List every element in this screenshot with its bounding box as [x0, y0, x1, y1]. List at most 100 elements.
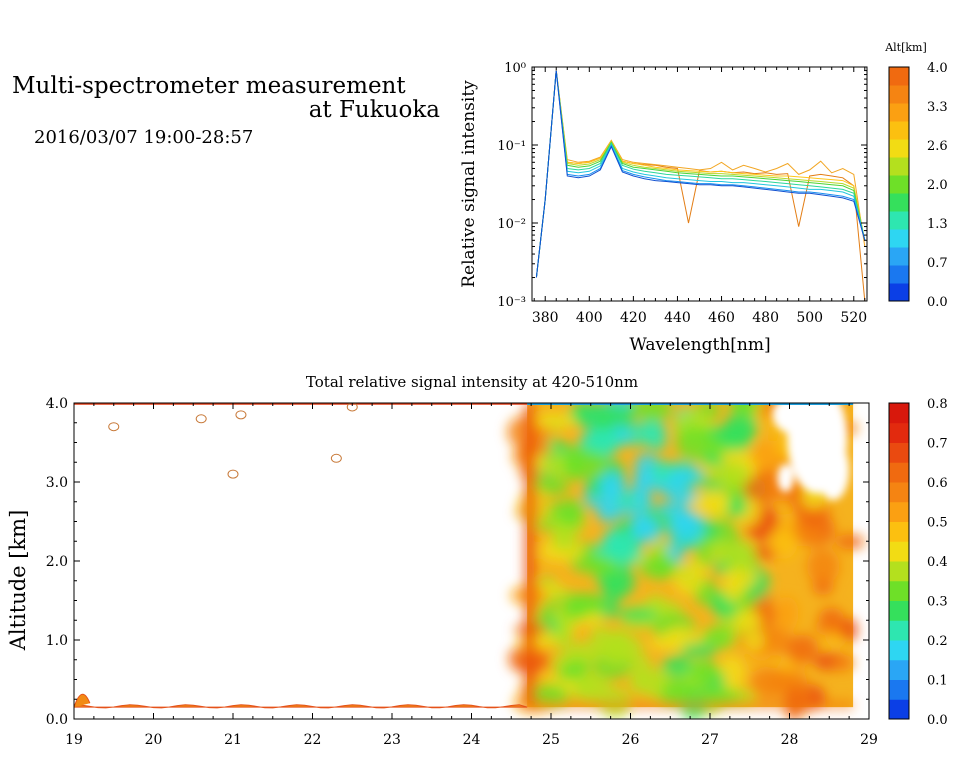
- spectrum-x-tick-label: 380: [532, 310, 559, 326]
- heatmap-cell: [680, 642, 717, 658]
- heatmap-cell: [731, 540, 755, 572]
- heatmap-cell: [532, 412, 576, 429]
- heatmap-x-tick-label: 23: [383, 732, 401, 748]
- heatmap-cell: [774, 596, 799, 631]
- spectrum-y-tick-label: 10⁻²: [497, 217, 526, 232]
- heatmap-edge: [527, 701, 854, 710]
- colorbar-swatch: [889, 640, 909, 661]
- heatmap-x-tick-label: 26: [622, 732, 640, 748]
- heatmap-cell: [832, 654, 854, 671]
- heatmap-chart: Total relative signal intensity at 420-5…: [6, 373, 878, 748]
- spectrum-series-group: [535, 69, 866, 301]
- colorbar-swatch: [889, 541, 909, 562]
- colorbar-swatch: [889, 247, 909, 266]
- spectrum-y-tick-label: 10⁰: [504, 61, 526, 76]
- title-line-2: at Fukuoka: [308, 97, 440, 123]
- heatmap-x-tick-label: 20: [145, 732, 163, 748]
- colorbar-swatch: [889, 85, 909, 104]
- heatmap-cell: [787, 634, 819, 663]
- heatmap-y-tick-label: 2.0: [46, 554, 68, 570]
- intensity-colorbar: 0.0 0.1 0.2 0.3 0.4 0.5 0.6 0.7 0.8: [888, 397, 948, 728]
- altitude-colorbar-title: Alt[km]: [884, 41, 927, 54]
- heatmap-field: [74, 403, 865, 719]
- heatmap-y-tick-label: 0.0: [46, 712, 68, 728]
- colorbar-tick-label: 0.4: [927, 555, 948, 570]
- heatmap-contour: [346, 403, 358, 412]
- heatmap-x-tick-label: 27: [701, 732, 719, 748]
- spectrum-chart: 380 400 420 440 460 480 500 520 10⁻³ 10⁻² 10⁻¹ 10⁰…: [459, 61, 868, 355]
- colorbar-swatch: [889, 422, 909, 443]
- heatmap-y-label: Altitude [km]: [6, 510, 30, 652]
- heatmap-cell: [690, 659, 720, 687]
- heatmap-y-tick-label: 3.0: [46, 475, 68, 491]
- spectrum-x-tick-label: 500: [796, 310, 823, 326]
- heatmap-cell: [564, 453, 585, 481]
- heatmap-cell: [819, 607, 844, 628]
- heatmap-cell: [600, 630, 632, 666]
- colorbar-tick-label: 0.8: [927, 397, 948, 412]
- title-line-1: Multi-spectrometer measurement: [12, 73, 406, 99]
- colorbar-swatch: [889, 699, 909, 720]
- spectrum-y-tick-label: 10⁻¹: [497, 139, 526, 154]
- time-range: 2016/03/07 19:00-28:57: [34, 127, 254, 148]
- spectrum-series-line: [535, 70, 866, 278]
- spectrum-series-line: [535, 69, 866, 301]
- colorbar-swatch: [889, 659, 909, 680]
- spectrum-x-label: Wavelength[nm]: [629, 335, 770, 355]
- heatmap-x-tick-label: 25: [542, 732, 560, 748]
- spectrum-series-line: [535, 70, 866, 278]
- heatmap-cell: [722, 575, 744, 603]
- heatmap-contour: [330, 453, 342, 463]
- heatmap-cell: [707, 540, 736, 564]
- heatmap-cell: [602, 530, 632, 549]
- colorbar-swatch: [889, 193, 909, 212]
- heatmap-x-tick-label: 21: [224, 732, 242, 748]
- heatmap-cell: [677, 510, 697, 532]
- heatmap-cell: [662, 655, 693, 678]
- colorbar-tick-label: 1.3: [927, 217, 948, 232]
- colorbar-tick-label: 0.5: [927, 516, 948, 531]
- colorbar-swatch: [889, 67, 909, 86]
- heatmap-cell: [769, 526, 798, 560]
- spectrum-series-line: [535, 70, 866, 278]
- heatmap-cell: [631, 481, 653, 503]
- colorbar-swatch: [889, 175, 909, 194]
- heatmap-cell: [552, 627, 573, 649]
- colorbar-swatch: [889, 157, 909, 176]
- colorbar-swatch: [889, 600, 909, 621]
- spectrum-x-ticks: 380 400 420 440 460 480 500 520: [532, 67, 867, 326]
- heatmap-cell: [835, 534, 865, 550]
- colorbar-tick-label: 4.0: [927, 61, 948, 76]
- heatmap-y-tick-label: 4.0: [46, 396, 68, 412]
- heatmap-cell: [533, 632, 559, 646]
- heatmap-cell: [643, 412, 660, 449]
- colorbar-swatch: [889, 580, 909, 601]
- heatmap-cell: [617, 608, 659, 622]
- spectrum-x-tick-label: 420: [620, 310, 647, 326]
- heatmap-contour: [235, 410, 247, 420]
- heatmap-x-tick-label: 24: [463, 732, 481, 748]
- colorbar-tick-label: 3.3: [927, 100, 948, 115]
- colorbar-tick-label: 0.2: [927, 634, 948, 649]
- heatmap-cell: [691, 491, 734, 517]
- heatmap-cell: [695, 536, 714, 567]
- spectrum-x-tick-label: 520: [840, 310, 867, 326]
- colorbar-swatch: [889, 229, 909, 248]
- colorbar-swatch: [889, 103, 909, 122]
- spectrum-series-line: [535, 70, 866, 278]
- spectrum-y-tick-label: 10⁻³: [497, 295, 526, 310]
- colorbar-swatch: [889, 403, 909, 424]
- heatmap-cell: [597, 509, 618, 523]
- heatmap-cell: [651, 459, 671, 484]
- colorbar-swatch: [889, 482, 909, 503]
- heatmap-cell: [673, 562, 704, 595]
- heatmap-cell: [593, 543, 635, 559]
- heatmap-missing: [817, 440, 850, 501]
- heatmap-cell: [840, 618, 858, 642]
- colorbar-swatch: [889, 462, 909, 483]
- heatmap-edge: [525, 403, 536, 708]
- spectrum-series-line: [535, 70, 866, 278]
- heatmap-cell: [648, 635, 687, 651]
- heatmap-cell: [529, 684, 568, 705]
